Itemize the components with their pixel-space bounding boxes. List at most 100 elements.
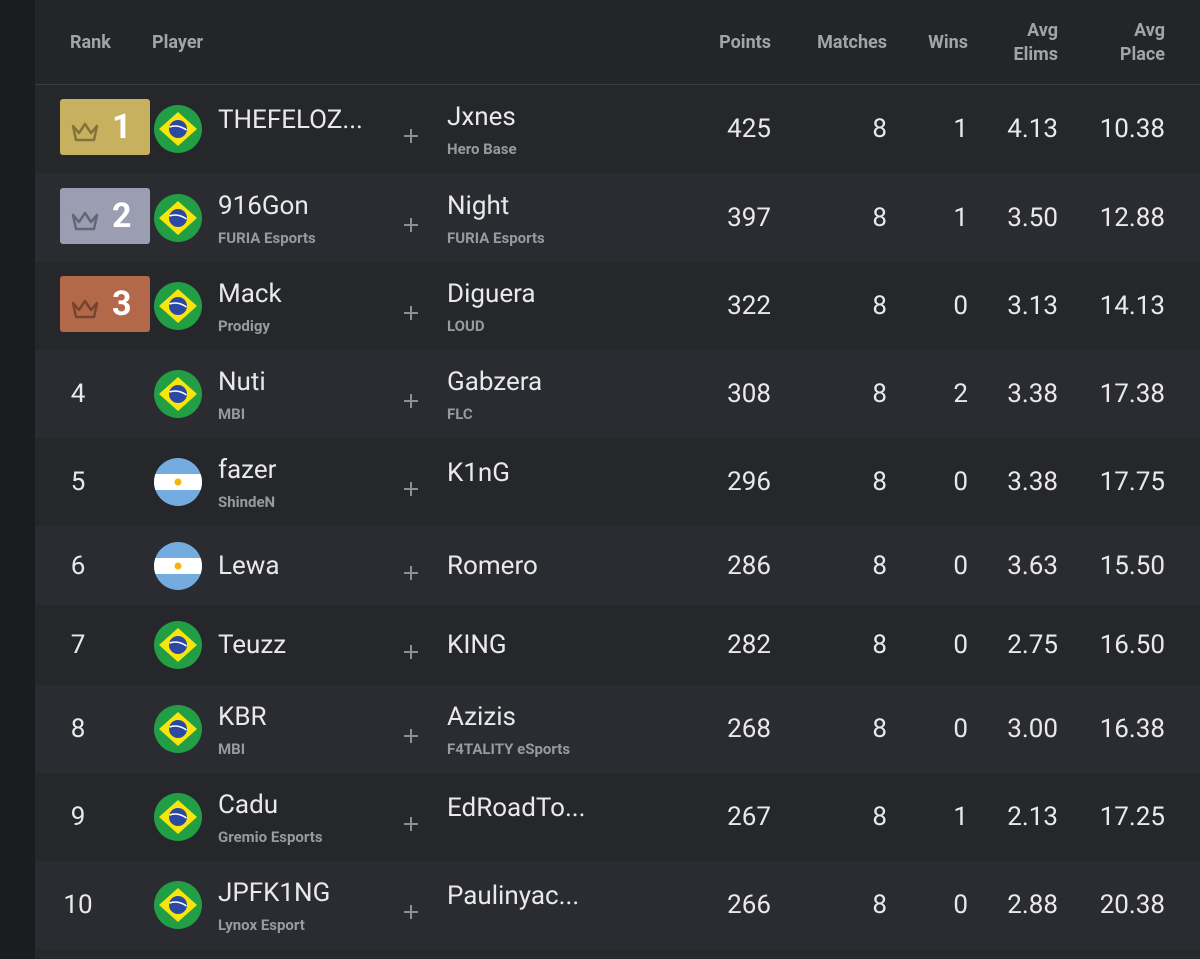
team-name: MBI bbox=[218, 740, 246, 758]
player-name: Gabzera bbox=[447, 367, 543, 397]
rank: 5 bbox=[70, 467, 86, 497]
avg-place: 12.88 bbox=[1099, 202, 1165, 233]
matches: 8 bbox=[872, 550, 887, 581]
team-name: FURIA Esports bbox=[218, 228, 316, 247]
points: 268 bbox=[727, 714, 771, 744]
avg-place: 17.75 bbox=[1099, 467, 1165, 497]
avg-elims: 3.13 bbox=[1007, 291, 1058, 321]
player-name: Romero bbox=[447, 550, 538, 581]
player-name: Lewa bbox=[218, 550, 280, 581]
team-name: Hero Base bbox=[447, 140, 517, 158]
column-header[interactable]: Avg Elims bbox=[1013, 20, 1059, 65]
avg-place: 14.13 bbox=[1099, 291, 1165, 321]
player-name: Teuzz bbox=[218, 630, 287, 660]
plus-icon bbox=[402, 476, 420, 504]
rank: 10 bbox=[63, 890, 93, 920]
flag-icon bbox=[154, 793, 202, 841]
rank-badge: 2 bbox=[60, 187, 150, 244]
crown-icon bbox=[70, 113, 100, 153]
plus-icon bbox=[402, 300, 420, 328]
player-name: fazer bbox=[218, 455, 277, 485]
crown-icon bbox=[70, 290, 100, 330]
rank: 3 bbox=[112, 284, 132, 324]
points: 425 bbox=[727, 114, 771, 144]
avg-place: 17.38 bbox=[1099, 379, 1165, 409]
avg-place: 20.38 bbox=[1099, 890, 1165, 920]
points: 282 bbox=[727, 630, 771, 660]
plus-icon bbox=[402, 560, 420, 588]
flag-icon bbox=[154, 193, 202, 242]
plus-icon bbox=[402, 811, 420, 839]
table-row[interactable]: 1 THEFELOZ... Jxnes Hero Base 425 8 1 4.13 10.38 bbox=[35, 85, 1200, 173]
avg-elims: 3.50 bbox=[1007, 202, 1058, 233]
rank: 2 bbox=[112, 195, 132, 236]
matches: 8 bbox=[872, 890, 887, 920]
player-name: THEFELOZ... bbox=[218, 105, 363, 135]
table-row[interactable]: 10 JPFK1NG Lynox Esport Paulinyac... 266 8 0 2.… bbox=[35, 861, 1200, 949]
table-row[interactable]: 6 Lewa Romero 286 8 0 3.63 15.50 bbox=[35, 526, 1200, 605]
table-row[interactable]: 7 Teuzz KING 282 8 0 2.75 16.50 bbox=[35, 605, 1200, 685]
team-name: FLC bbox=[447, 405, 473, 423]
player-name: Cadu bbox=[218, 790, 279, 820]
table-row[interactable]: 4 Nuti MBI Gabzera FLC 308 8 2 3.38 17.38 bbox=[35, 350, 1200, 438]
column-header[interactable]: Rank bbox=[70, 32, 111, 53]
player-name: JPFK1NG bbox=[218, 878, 331, 908]
plus-icon bbox=[402, 723, 420, 751]
matches: 8 bbox=[872, 114, 887, 144]
plus-icon bbox=[402, 899, 420, 927]
column-header[interactable]: Points bbox=[719, 32, 771, 53]
team-name: MBI bbox=[218, 405, 246, 423]
table-row[interactable]: 8 KBR MBI Azizis F4TALITY eSports 268 8 0 3.00 16… bbox=[35, 685, 1200, 773]
player-name: K1nG bbox=[447, 458, 510, 488]
wins: 2 bbox=[953, 379, 968, 409]
avg-elims: 4.13 bbox=[1007, 114, 1058, 144]
table-row[interactable]: 5 fazer ShindeN K1nG 296 8 0 3.38 17.75 bbox=[35, 438, 1200, 526]
team-name: ShindeN bbox=[218, 493, 276, 511]
rank: 8 bbox=[70, 714, 86, 744]
wins: 0 bbox=[953, 467, 968, 497]
plus-icon bbox=[402, 212, 420, 240]
player-name: KING bbox=[447, 630, 507, 660]
player-name: Paulinyac... bbox=[447, 881, 580, 911]
wins: 1 bbox=[953, 114, 968, 144]
avg-elims: 3.63 bbox=[1007, 550, 1058, 581]
table-row[interactable]: 3 Mack Prodigy Diguera LOUD 322 8 0 3.13 14.13 bbox=[35, 262, 1200, 350]
wins: 0 bbox=[953, 890, 968, 920]
rank: 4 bbox=[70, 379, 86, 409]
matches: 8 bbox=[872, 379, 887, 409]
team-name: Lynox Esport bbox=[218, 916, 305, 934]
points: 286 bbox=[727, 550, 771, 581]
team-name: Gremio Esports bbox=[218, 828, 323, 846]
table-row[interactable]: 9 Cadu Gremio Esports EdRoadTo... 267 8 1 2.13 1… bbox=[35, 773, 1200, 861]
flag-icon bbox=[154, 621, 202, 669]
avg-elims: 2.75 bbox=[1007, 630, 1058, 660]
player-name: Azizis bbox=[447, 702, 516, 732]
matches: 8 bbox=[872, 802, 887, 832]
team-name: F4TALITY eSports bbox=[447, 740, 571, 758]
plus-icon bbox=[402, 123, 420, 151]
team-name: Prodigy bbox=[218, 317, 270, 335]
rank: 7 bbox=[70, 630, 86, 660]
avg-elims: 2.13 bbox=[1007, 802, 1058, 832]
rank: 6 bbox=[70, 550, 86, 581]
avg-place: 16.50 bbox=[1099, 630, 1165, 660]
avg-place: 17.25 bbox=[1099, 802, 1165, 832]
points: 308 bbox=[727, 379, 771, 409]
rank: 9 bbox=[70, 802, 86, 832]
rank: 1 bbox=[112, 107, 132, 147]
points: 266 bbox=[727, 890, 771, 920]
player-name: EdRoadTo... bbox=[447, 793, 586, 823]
column-header[interactable]: Wins bbox=[928, 32, 968, 53]
column-header[interactable]: Matches bbox=[817, 32, 887, 53]
points: 296 bbox=[727, 467, 771, 497]
flag-icon bbox=[154, 881, 202, 929]
table-row[interactable]: 2 916Gon FURIA Esports Night FURIA Esports 39… bbox=[35, 173, 1200, 262]
player-name: Nuti bbox=[218, 367, 266, 397]
flag-icon bbox=[154, 370, 202, 418]
column-header[interactable]: Player bbox=[152, 32, 204, 53]
flag-icon bbox=[154, 282, 202, 330]
player-name: Diguera bbox=[447, 279, 536, 309]
column-header[interactable]: Avg Place bbox=[1119, 20, 1165, 65]
rank-badge: 3 bbox=[60, 276, 150, 332]
